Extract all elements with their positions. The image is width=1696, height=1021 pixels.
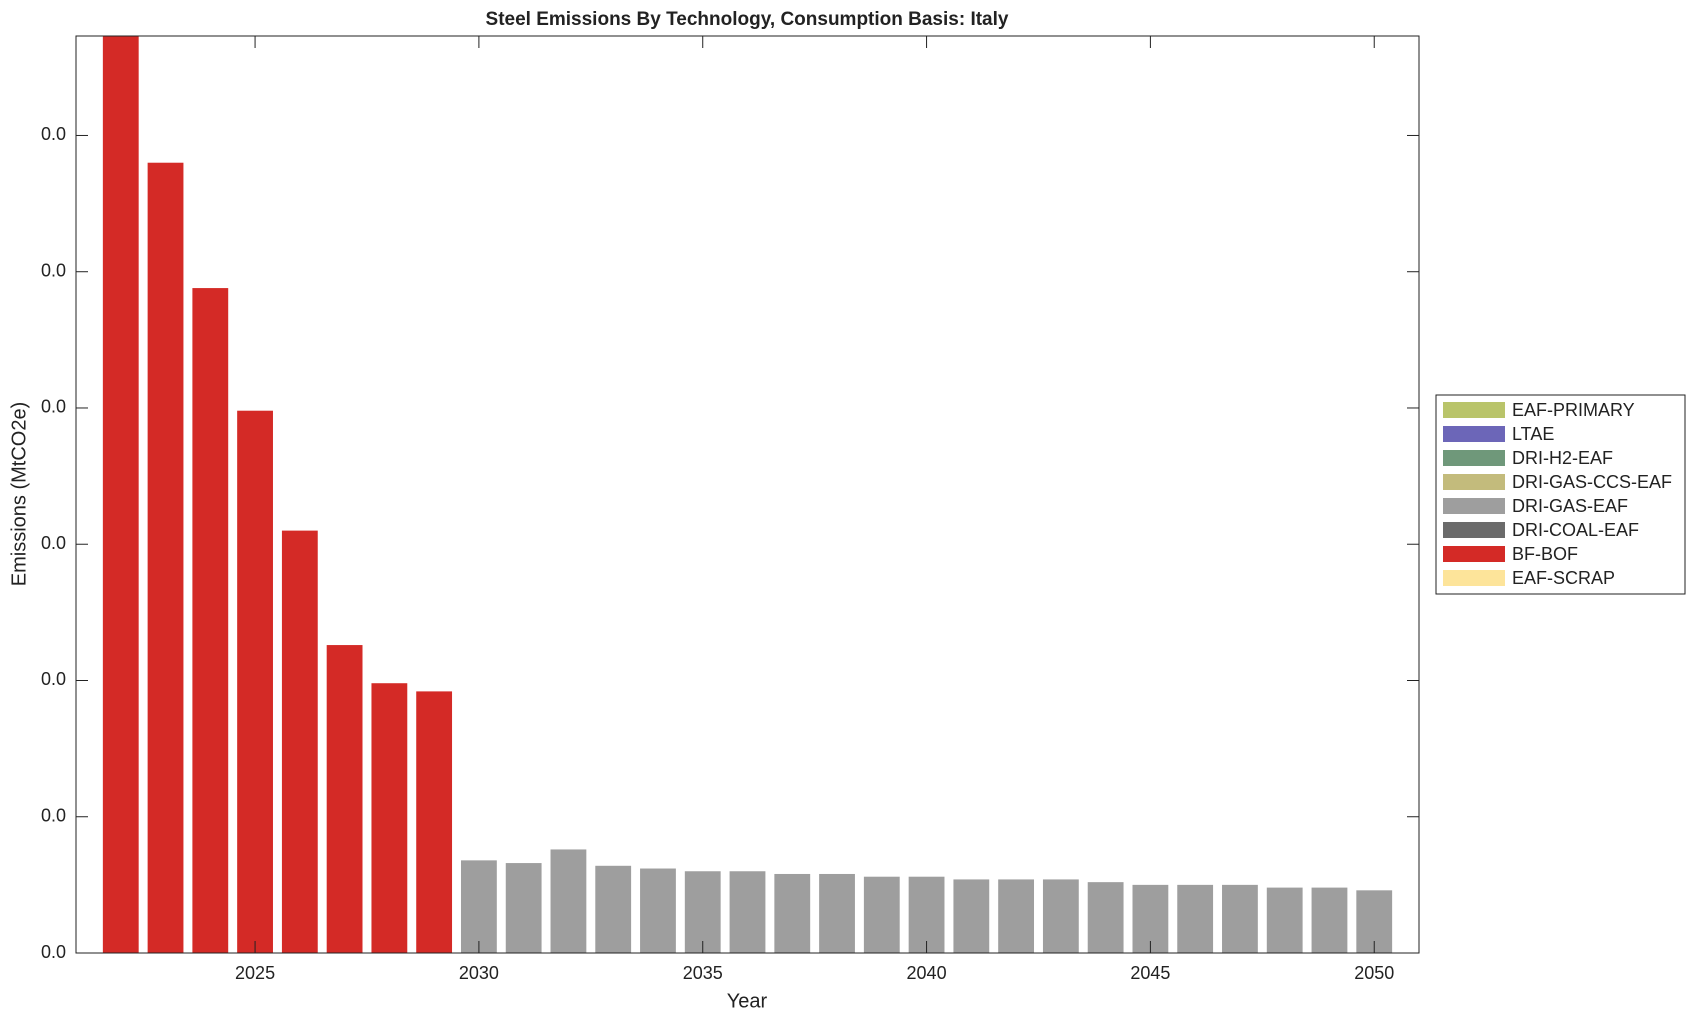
bar-segment (863, 876, 900, 953)
bar-segment (1087, 882, 1124, 953)
bar-segment (908, 876, 945, 953)
bar-segment (729, 871, 766, 953)
x-tick-label: 2045 (1130, 963, 1170, 983)
y-axis-label: Emissions (MtCO2e) (8, 402, 30, 586)
y-tick-label: 0.0 (41, 669, 66, 689)
legend-swatch (1443, 450, 1505, 466)
bar-segment (192, 288, 229, 953)
bar-segment (326, 645, 363, 953)
chart-title: Steel Emissions By Technology, Consumpti… (486, 9, 1009, 30)
legend-swatch (1443, 546, 1505, 562)
bar-segment (998, 879, 1035, 953)
legend-swatch (1443, 522, 1505, 538)
y-tick-label: 0.0 (41, 124, 66, 144)
legend-label: DRI-H2-EAF (1512, 448, 1613, 468)
bar-segment (684, 871, 721, 953)
y-tick-label: 0.0 (41, 942, 66, 962)
bar-segment (281, 530, 318, 953)
plot-frame (75, 35, 1420, 954)
legend-label: LTAE (1512, 424, 1554, 444)
bar-segment (1311, 887, 1348, 953)
x-tick-label: 2030 (459, 963, 499, 983)
x-axis-label: Year (727, 990, 768, 1012)
x-tick-label: 2025 (235, 963, 275, 983)
legend-label: BF-BOF (1512, 544, 1578, 564)
legend-swatch (1443, 474, 1505, 490)
y-tick-label: 0.0 (41, 805, 66, 825)
bars (102, 36, 1393, 953)
x-tick-label: 2035 (683, 963, 723, 983)
y-tick-label: 0.0 (41, 260, 66, 280)
x-tick-label: 2050 (1354, 963, 1394, 983)
bar-segment (1177, 884, 1214, 953)
legend-label: DRI-COAL-EAF (1512, 520, 1639, 540)
x-tick-label: 2040 (907, 963, 947, 983)
legend-label: EAF-SCRAP (1512, 568, 1615, 588)
legend-box (1435, 394, 1686, 595)
bar-segment (1222, 884, 1258, 953)
bar-segment (1266, 887, 1303, 953)
bar-segment (953, 879, 990, 953)
legend-swatch (1443, 498, 1505, 514)
bar-segment (147, 162, 184, 953)
bar-segment (774, 873, 811, 953)
bar-segment (595, 865, 632, 953)
bar-segment (1042, 879, 1079, 953)
legend-label: DRI-GAS-EAF (1512, 496, 1628, 516)
legend-label: DRI-GAS-CCS-EAF (1512, 472, 1672, 492)
legend-label: EAF-PRIMARY (1512, 400, 1635, 420)
y-tick-label: 0.0 (41, 397, 66, 417)
bar-segment (371, 683, 408, 953)
bar-segment (640, 868, 676, 953)
bar-segment (237, 410, 273, 953)
bar-segment (550, 849, 587, 953)
legend-swatch (1443, 570, 1505, 586)
bar-segment (819, 873, 855, 953)
legend-swatch (1443, 402, 1505, 418)
legend-swatch (1443, 426, 1505, 442)
y-tick-label: 0.0 (41, 533, 66, 553)
bar-segment (416, 691, 453, 953)
bar-segment (460, 860, 497, 953)
bar-segment (102, 36, 139, 953)
bar-segment (505, 863, 542, 953)
